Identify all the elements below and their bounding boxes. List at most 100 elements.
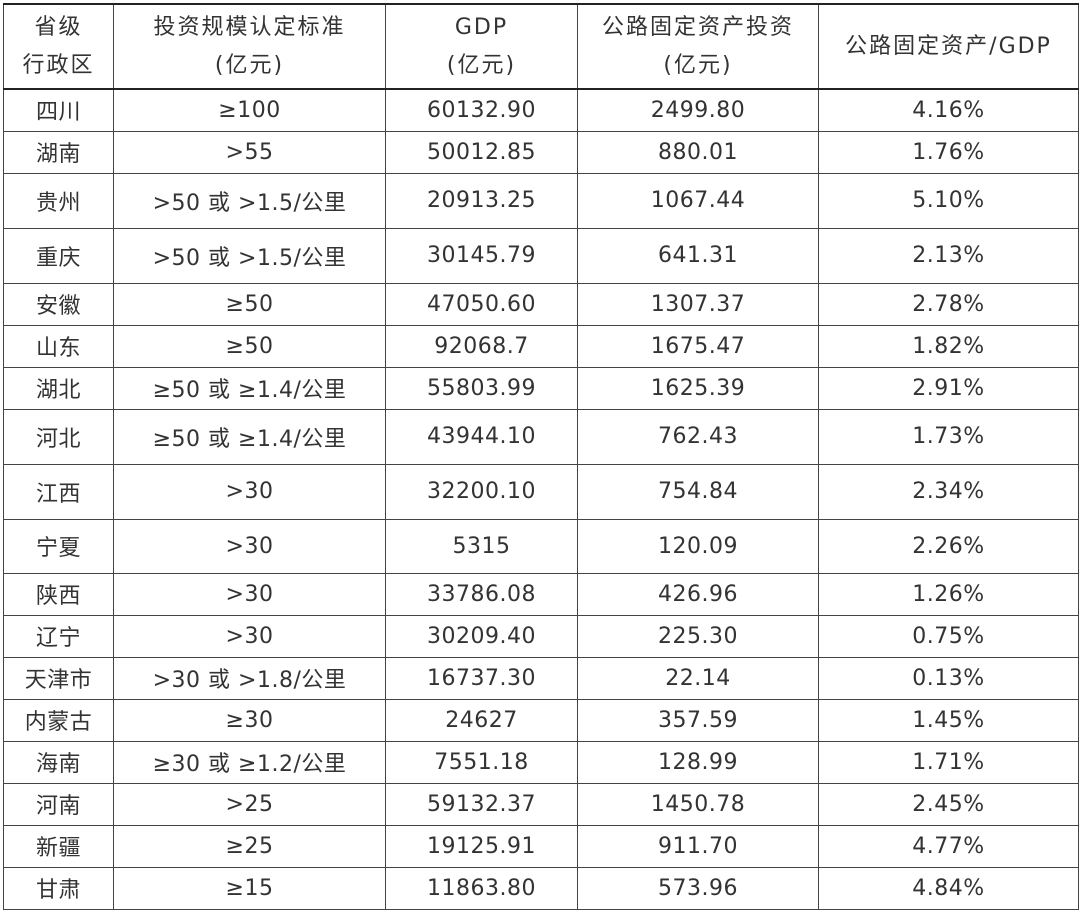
cell-standard: ≥30 或 ≥1.2/公里 (113, 740, 386, 784)
cell-province: 河北 (3, 408, 114, 465)
cell-highway-investment: 754.84 (577, 463, 819, 520)
cell-highway-investment: 1450.78 (577, 782, 819, 826)
cell-gdp: 19125.91 (385, 824, 578, 868)
header-line: (亿元) (214, 52, 285, 78)
cell-highway-investment: 573.96 (577, 866, 819, 910)
cell-highway-investment: 1067.44 (577, 172, 819, 229)
cell-highway-investment: 357.59 (577, 698, 819, 742)
cell-ratio: 2.91% (818, 366, 1079, 410)
header-line: (亿元) (446, 52, 517, 78)
table-row: 辽宁 >30 30209.40 225.30 0.75% (3, 614, 1079, 658)
cell-standard: ≥50 或 ≥1.4/公里 (113, 366, 386, 410)
cell-ratio: 4.84% (818, 866, 1079, 910)
cell-province: 山东 (3, 324, 114, 368)
highway-investment-table: 省级 行政区 投资规模认定标准 (亿元) GDP (亿元) 公路固定资产投资 (亿元) … (3, 3, 1079, 910)
cell-province: 新疆 (3, 824, 114, 868)
cell-province: 河南 (3, 782, 114, 826)
header-highway-investment: 公路固定资产投资 (亿元) (577, 3, 819, 90)
cell-gdp: 59132.37 (385, 782, 578, 826)
cell-province: 海南 (3, 740, 114, 784)
cell-highway-investment: 762.43 (577, 408, 819, 465)
cell-province: 江西 (3, 463, 114, 520)
cell-province: 湖北 (3, 366, 114, 410)
header-line: 省级 (34, 14, 83, 40)
cell-highway-investment: 880.01 (577, 130, 819, 174)
table-row: 湖南 >55 50012.85 880.01 1.76% (3, 130, 1079, 174)
cell-standard: >30 (113, 614, 386, 658)
cell-gdp: 55803.99 (385, 366, 578, 410)
table-row: 宁夏 >30 5315 120.09 2.26% (3, 518, 1079, 574)
cell-highway-investment: 225.30 (577, 614, 819, 658)
cell-ratio: 1.71% (818, 740, 1079, 784)
cell-ratio: 1.82% (818, 324, 1079, 368)
header-gdp: GDP (亿元) (385, 3, 578, 90)
cell-standard: ≥25 (113, 824, 386, 868)
table-row: 天津市 >30 或 >1.8/公里 16737.30 22.14 0.13% (3, 656, 1079, 700)
cell-highway-investment: 911.70 (577, 824, 819, 868)
header-line: 公路固定资产/GDP (845, 33, 1052, 59)
header-line: 公路固定资产投资 (601, 14, 794, 40)
cell-standard: >30 或 >1.8/公里 (113, 656, 386, 700)
cell-province: 内蒙古 (3, 698, 114, 742)
cell-highway-investment: 120.09 (577, 518, 819, 574)
cell-ratio: 4.16% (818, 88, 1079, 132)
cell-province: 宁夏 (3, 518, 114, 574)
header-line: 行政区 (22, 52, 95, 78)
table-row: 陕西 >30 33786.08 426.96 1.26% (3, 572, 1079, 616)
cell-ratio: 4.77% (818, 824, 1079, 868)
table-row: 重庆 >50 或 >1.5/公里 30145.79 641.31 2.13% (3, 227, 1079, 284)
table-row: 四川 ≥100 60132.90 2499.80 4.16% (3, 88, 1079, 132)
cell-ratio: 2.26% (818, 518, 1079, 574)
cell-standard: >50 或 >1.5/公里 (113, 227, 386, 284)
cell-ratio: 1.76% (818, 130, 1079, 174)
cell-gdp: 24627 (385, 698, 578, 742)
cell-gdp: 16737.30 (385, 656, 578, 700)
cell-province: 四川 (3, 88, 114, 132)
cell-gdp: 47050.60 (385, 282, 578, 326)
table-row: 安徽 ≥50 47050.60 1307.37 2.78% (3, 282, 1079, 326)
cell-standard: >55 (113, 130, 386, 174)
cell-ratio: 2.78% (818, 282, 1079, 326)
cell-province: 甘肃 (3, 866, 114, 910)
cell-gdp: 30145.79 (385, 227, 578, 284)
table-row: 河南 >25 59132.37 1450.78 2.45% (3, 782, 1079, 826)
cell-standard: >25 (113, 782, 386, 826)
cell-standard: >30 (113, 518, 386, 574)
cell-ratio: 1.45% (818, 698, 1079, 742)
cell-standard: ≥30 (113, 698, 386, 742)
table-row: 河北 ≥50 或 ≥1.4/公里 43944.10 762.43 1.73% (3, 408, 1079, 465)
header-ratio: 公路固定资产/GDP (818, 3, 1079, 90)
cell-highway-investment: 128.99 (577, 740, 819, 784)
header-province: 省级 行政区 (3, 3, 114, 90)
cell-standard: ≥50 (113, 282, 386, 326)
cell-gdp: 92068.7 (385, 324, 578, 368)
header-line: GDP (454, 14, 509, 40)
cell-gdp: 30209.40 (385, 614, 578, 658)
cell-province: 辽宁 (3, 614, 114, 658)
cell-highway-investment: 22.14 (577, 656, 819, 700)
cell-ratio: 1.26% (818, 572, 1079, 616)
table-body: 四川 ≥100 60132.90 2499.80 4.16% 湖南 >55 50012.85 8… (3, 88, 1079, 910)
cell-gdp: 33786.08 (385, 572, 578, 616)
cell-standard: ≥50 或 ≥1.4/公里 (113, 408, 386, 465)
cell-gdp: 11863.80 (385, 866, 578, 910)
table-row: 湖北 ≥50 或 ≥1.4/公里 55803.99 1625.39 2.91% (3, 366, 1079, 410)
cell-highway-investment: 2499.80 (577, 88, 819, 132)
table-row: 江西 >30 32200.10 754.84 2.34% (3, 463, 1079, 520)
header-row: 省级 行政区 投资规模认定标准 (亿元) GDP (亿元) 公路固定资产投资 (亿元) … (3, 3, 1079, 90)
cell-province: 重庆 (3, 227, 114, 284)
cell-standard: ≥100 (113, 88, 386, 132)
cell-ratio: 5.10% (818, 172, 1079, 229)
header-line: (亿元) (663, 52, 733, 78)
cell-highway-investment: 1307.37 (577, 282, 819, 326)
cell-ratio: 1.73% (818, 408, 1079, 465)
cell-gdp: 32200.10 (385, 463, 578, 520)
cell-highway-investment: 1625.39 (577, 366, 819, 410)
cell-standard: >30 (113, 572, 386, 616)
cell-province: 安徽 (3, 282, 114, 326)
cell-highway-investment: 1675.47 (577, 324, 819, 368)
cell-standard: ≥15 (113, 866, 386, 910)
cell-highway-investment: 641.31 (577, 227, 819, 284)
header-standard: 投资规模认定标准 (亿元) (113, 3, 386, 90)
cell-ratio: 2.34% (818, 463, 1079, 520)
